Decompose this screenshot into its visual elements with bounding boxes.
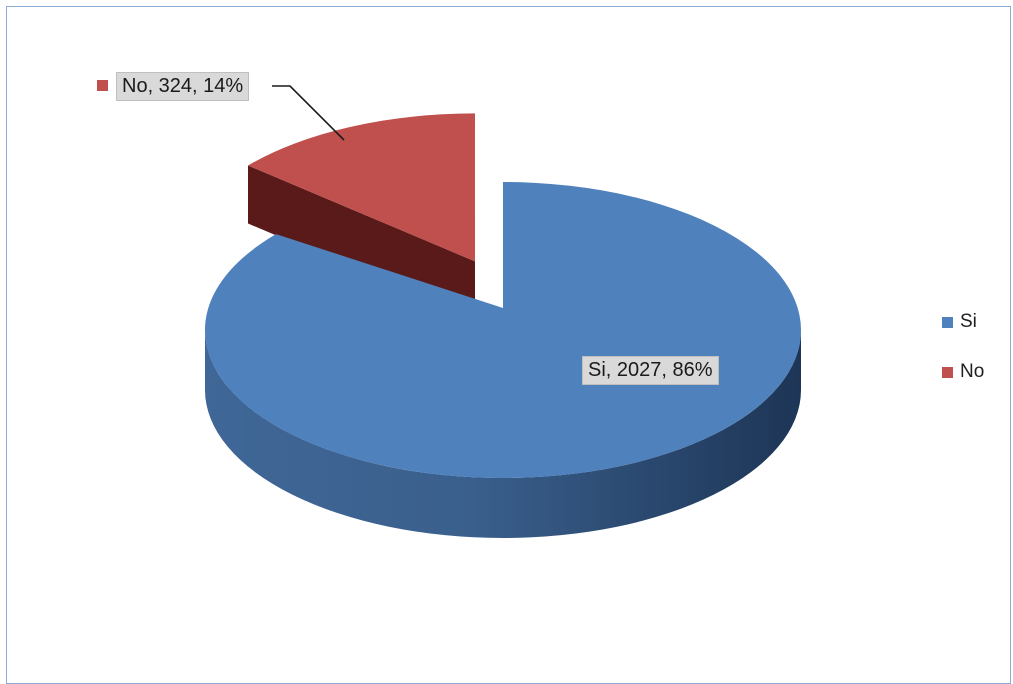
slice-no [248, 113, 475, 262]
legend-label-si: Si [960, 311, 977, 332]
legend-swatch-no [942, 366, 953, 378]
legend-swatch-si [942, 316, 953, 328]
legend-label-no: No [960, 361, 985, 382]
data-label-si: Si, 2027, 86% [582, 356, 719, 385]
no-label-leader-line [272, 85, 345, 141]
no-label-swatch [97, 80, 108, 91]
slice-si-side [205, 330, 801, 538]
slice-si [204, 182, 801, 478]
legend-item-si: Si [942, 311, 977, 333]
legend-item-no: No [942, 361, 984, 383]
data-label-no: No, 324, 14% [116, 72, 250, 101]
